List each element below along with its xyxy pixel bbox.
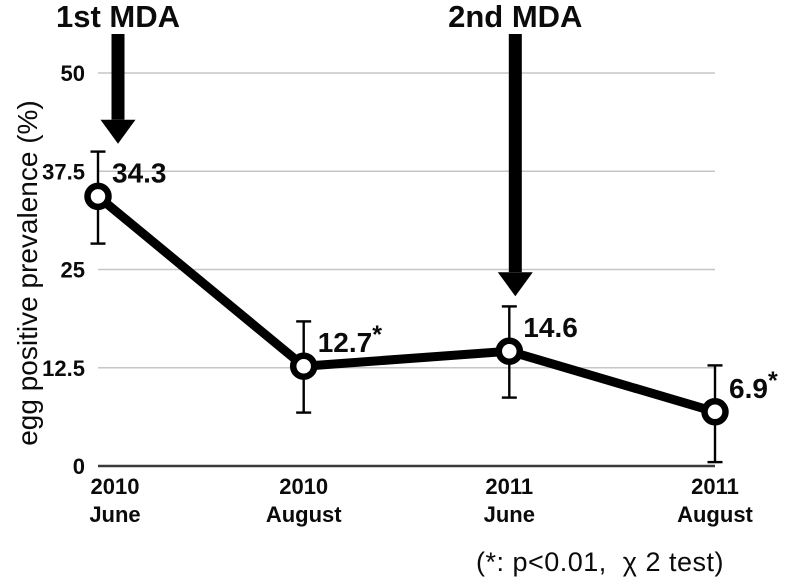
x-tick-year: 2011 [691,474,739,499]
significance-asterisk: * [768,367,778,395]
x-tick-year: 2010 [279,474,328,499]
y-tick-labels: 0 12.5 25 37.5 50 [42,61,85,479]
y-tick-label: 12.5 [42,356,85,381]
x-tick-year: 2010 [91,474,140,499]
annotation-arrow-shaft [111,34,125,120]
data-point-marker [289,352,318,380]
data-line [93,191,720,417]
value-label: 14.6 [523,312,578,343]
annotation-arrow-shaft [508,34,522,273]
y-tick-label: 0 [73,454,85,479]
data-point-marker [701,398,729,426]
value-label: 12.7* [318,321,383,358]
x-tick-month: August [677,502,753,527]
y-tick-label: 37.5 [42,159,85,184]
x-tick-year: 2011 [485,474,533,499]
x-tick-labels: 2010 June 2010 August 2011 June 2011 August [89,474,753,527]
annotation-arrow-head [100,119,136,144]
data-point-markers [84,182,729,426]
data-point-marker [495,337,524,365]
value-labels: 34.3 12.7* 14.6 6.9* [112,157,778,403]
annotation-arrow-head [497,272,533,297]
annotation-label: 1st MDA [56,0,180,34]
x-tick-month: June [89,502,140,527]
data-point-marker [84,182,112,211]
annotations: 1st MDA 2nd MDA [56,0,582,297]
y-tick-label: 25 [61,258,85,283]
footnote: (*: p<0.01, χ 2 test) [475,547,725,577]
x-tick-month: August [266,502,342,527]
error-bars [90,150,723,464]
value-label: 34.3 [112,157,167,188]
annotation-label: 2nd MDA [448,0,582,34]
y-tick-label: 50 [61,61,85,86]
gridlines [98,72,715,468]
x-tick-month: June [484,502,535,527]
significance-asterisk: * [372,321,382,349]
y-axis-title: egg positive prevalence (%) [12,100,43,446]
value-label: 6.9* [729,367,778,404]
